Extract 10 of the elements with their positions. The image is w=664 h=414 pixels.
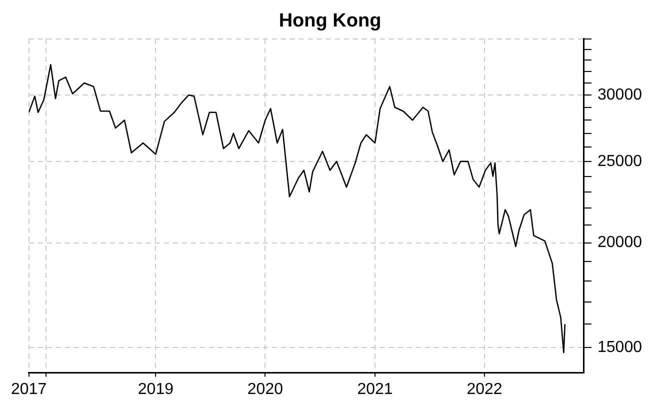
y-tick-label: 25000: [598, 152, 642, 170]
x-tick-label: 2021: [357, 380, 393, 398]
y-tick-label: 15000: [598, 339, 642, 356]
x-tick-label: 2020: [247, 380, 284, 398]
y-tick-label: 20000: [598, 234, 642, 252]
y-tick-label: 30000: [598, 86, 642, 104]
chart-title: Hong Kong: [278, 10, 382, 32]
x-tick-label: 2022: [466, 380, 502, 398]
x-tick-label: 2017: [11, 380, 47, 398]
x-tick-label: 2019: [138, 380, 174, 398]
